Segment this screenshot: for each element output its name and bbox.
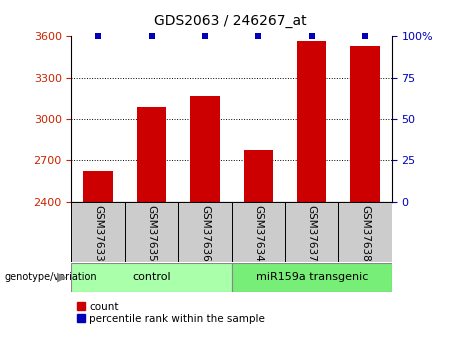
Text: GDS2063 / 246267_at: GDS2063 / 246267_at [154, 14, 307, 28]
Text: GSM37633: GSM37633 [93, 205, 103, 262]
Text: GSM37634: GSM37634 [254, 205, 263, 262]
Bar [338, 202, 392, 262]
Bar [231, 202, 285, 262]
Text: GSM37635: GSM37635 [147, 205, 157, 262]
Bar [125, 202, 178, 262]
Text: GSM37637: GSM37637 [307, 205, 317, 262]
Bar [83, 171, 113, 202]
Bar [244, 150, 273, 202]
Legend: count, percentile rank within the sample: count, percentile rank within the sample [77, 302, 265, 324]
Text: ▶: ▶ [57, 271, 67, 284]
Bar [350, 46, 380, 202]
Bar [137, 107, 166, 202]
Text: genotype/variation: genotype/variation [5, 273, 97, 282]
Bar [71, 263, 231, 292]
Text: GSM37638: GSM37638 [360, 205, 370, 262]
Text: GSM37636: GSM37636 [200, 205, 210, 262]
Text: control: control [132, 273, 171, 282]
Bar [71, 202, 125, 262]
Bar [297, 41, 326, 202]
Bar [190, 96, 219, 202]
Text: miR159a transgenic: miR159a transgenic [255, 273, 368, 282]
Bar [285, 202, 338, 262]
Bar [178, 202, 231, 262]
Bar [231, 263, 392, 292]
